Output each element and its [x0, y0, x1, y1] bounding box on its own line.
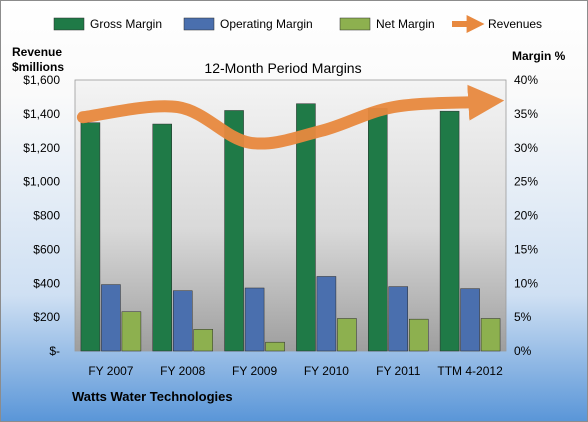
legend-label: Revenues [488, 17, 542, 31]
right-tick-label: 25% [514, 175, 538, 189]
gross-margin-bar-fy-2011 [368, 108, 388, 352]
x-tick-label: FY 2008 [160, 364, 205, 378]
legend-label: Operating Margin [220, 17, 313, 31]
legend-item-revenues: Revenues [452, 15, 542, 33]
operating-margin-bar-ttm-4-2012 [460, 288, 480, 352]
left-tick-label: $600 [33, 242, 60, 256]
right-axis-ticks: 0% 5% 10% 15% 20% 25% 30% 35% 40% [514, 73, 538, 358]
gross-margin-bar-fy-2007 [80, 122, 101, 352]
company-name-footer: Watts Water Technologies [72, 389, 233, 404]
legend-item-gross-margin: Gross Margin [53, 17, 162, 31]
x-tick-label: FY 2011 [376, 364, 421, 378]
gross-margin-bar-fy-2008 [152, 123, 172, 352]
plot-area [74, 79, 507, 352]
right-tick-label: 20% [514, 209, 538, 223]
left-tick-label: $200 [33, 310, 60, 324]
operating-margin-bar-fy-2010 [316, 276, 337, 352]
operating-margin-bar-fy-2009 [244, 287, 265, 352]
operating-margin-bar-fy-2011 [388, 286, 408, 352]
x-tick-label: FY 2009 [232, 364, 277, 378]
left-tick-label: $- [49, 344, 60, 358]
revenues-arrow-line [76, 84, 505, 150]
net-margin-bar-fy-2008 [193, 329, 213, 352]
left-tick-label: $800 [33, 209, 60, 223]
left-tick-label: $400 [33, 276, 60, 290]
right-tick-label: 0% [514, 344, 532, 358]
chart-title: 12-Month Period Margins [204, 60, 361, 76]
left-axis-title-line-2: $millions [12, 60, 64, 74]
x-tick-label: FY 2010 [304, 364, 349, 378]
net-margin-bar-fy-2007 [121, 311, 142, 352]
net-margin-bar-fy-2011 [409, 318, 429, 352]
gross-margin-bar-fy-2010 [296, 103, 316, 352]
left-tick-label: $1,400 [23, 107, 60, 121]
bar-series [80, 103, 501, 352]
legend: Gross Margin Operating Margin Net Margin Re… [53, 15, 542, 33]
right-axis-title: Margin % [512, 49, 566, 63]
x-tick-label: TTM 4-2012 [437, 364, 503, 378]
operating-margin-legend-swatch [183, 17, 215, 31]
x-axis-ticks: FY 2007 FY 2008 FY 2009 FY 2010 FY 2011 TTM 4… [88, 364, 503, 378]
legend-label: Gross Margin [90, 17, 162, 31]
left-tick-label: $1,200 [23, 141, 60, 155]
left-tick-label: $1,600 [23, 73, 60, 87]
net-margin-bar-fy-2010 [337, 318, 357, 352]
operating-margin-bar-fy-2008 [173, 290, 193, 352]
gross-margin-bar-fy-2009 [224, 110, 244, 352]
net-margin-bar-ttm-4-2012 [480, 318, 501, 352]
revenue-series [76, 84, 505, 150]
net-margin-bar-fy-2009 [265, 341, 285, 352]
x-tick-label: FY 2007 [88, 364, 133, 378]
legend-label: Net Margin [376, 17, 435, 31]
left-tick-label: $1,000 [23, 175, 60, 189]
right-tick-label: 35% [514, 107, 538, 121]
gross-margin-legend-swatch [53, 17, 85, 31]
right-tick-label: 30% [514, 141, 538, 155]
left-axis-title-line-1: Revenue [12, 45, 62, 59]
right-tick-label: 15% [514, 242, 538, 256]
right-tick-label: 10% [514, 276, 538, 290]
left-axis-ticks: $- $200 $400 $600 $800 $1,000 $1,200 $1,400 $1,6… [23, 73, 60, 358]
legend-item-net-margin: Net Margin [339, 17, 435, 31]
legend-item-operating-margin: Operating Margin [183, 17, 313, 31]
gross-margin-bar-ttm-4-2012 [439, 110, 460, 352]
right-tick-label: 40% [514, 73, 538, 87]
operating-margin-bar-fy-2007 [101, 284, 121, 352]
net-margin-legend-swatch [339, 17, 371, 31]
right-tick-label: 5% [514, 310, 532, 324]
